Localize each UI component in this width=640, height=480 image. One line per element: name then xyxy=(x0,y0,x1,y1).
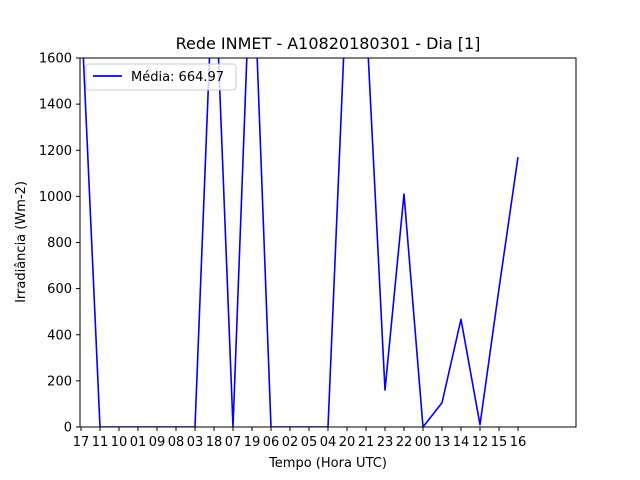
x-tick-label: 08 xyxy=(168,435,185,450)
x-tick-label: 19 xyxy=(244,435,261,450)
x-tick-label: 01 xyxy=(130,435,147,450)
y-tick-label: 800 xyxy=(47,236,72,251)
x-tick-label: 16 xyxy=(510,435,527,450)
legend-box xyxy=(85,63,237,91)
x-tick-label: 21 xyxy=(358,435,375,450)
x-tick-label: 12 xyxy=(472,435,489,450)
x-tick-label: 06 xyxy=(263,435,280,450)
legend: Média: 664.97 xyxy=(85,63,237,91)
x-axis: 17 11 10 01 09 08 03 18 07 19 06 02 05 04 20 21 23 22 00 13… xyxy=(73,427,527,450)
y-tick-label: 200 xyxy=(47,374,72,389)
y-axis-label: Irradiância (Wm-2) xyxy=(14,181,29,303)
x-tick-label: 18 xyxy=(206,435,223,450)
x-tick-label: 14 xyxy=(453,435,470,450)
y-tick-label: 1600 xyxy=(39,52,72,67)
series-line xyxy=(82,58,519,427)
x-tick-label: 07 xyxy=(225,435,242,450)
plot-background xyxy=(80,58,576,427)
x-tick-label: 00 xyxy=(415,435,432,450)
y-tick-label: 1200 xyxy=(39,144,72,159)
y-axis: 0 200 400 600 800 1000 1200 1400 1600 xyxy=(39,52,80,436)
x-tick-label: 23 xyxy=(377,435,394,450)
x-axis-label: Tempo (Hora UTC) xyxy=(268,456,387,471)
series-layer xyxy=(82,58,519,427)
x-tick-label: 05 xyxy=(301,435,318,450)
x-tick-label: 11 xyxy=(92,435,109,450)
x-tick-label: 09 xyxy=(149,435,166,450)
x-tick-label: 03 xyxy=(187,435,204,450)
y-tick-label: 1000 xyxy=(39,190,72,205)
y-tick-label: 600 xyxy=(47,282,72,297)
x-tick-label: 02 xyxy=(282,435,299,450)
x-tick-label: 17 xyxy=(73,435,90,450)
y-tick-label: 0 xyxy=(64,421,72,436)
x-tick-label: 10 xyxy=(111,435,128,450)
y-tick-label: 400 xyxy=(47,328,72,343)
x-tick-label: 13 xyxy=(434,435,451,450)
legend-entry-label: Média: 664.97 xyxy=(131,70,224,85)
x-tick-label: 22 xyxy=(396,435,413,450)
x-tick-label: 15 xyxy=(491,435,508,450)
y-tick-label: 1400 xyxy=(39,98,72,113)
x-tick-label: 20 xyxy=(339,435,356,450)
x-tick-label: 04 xyxy=(320,435,337,450)
chart-title: Rede INMET - A10820180301 - Dia [1] xyxy=(176,34,481,53)
